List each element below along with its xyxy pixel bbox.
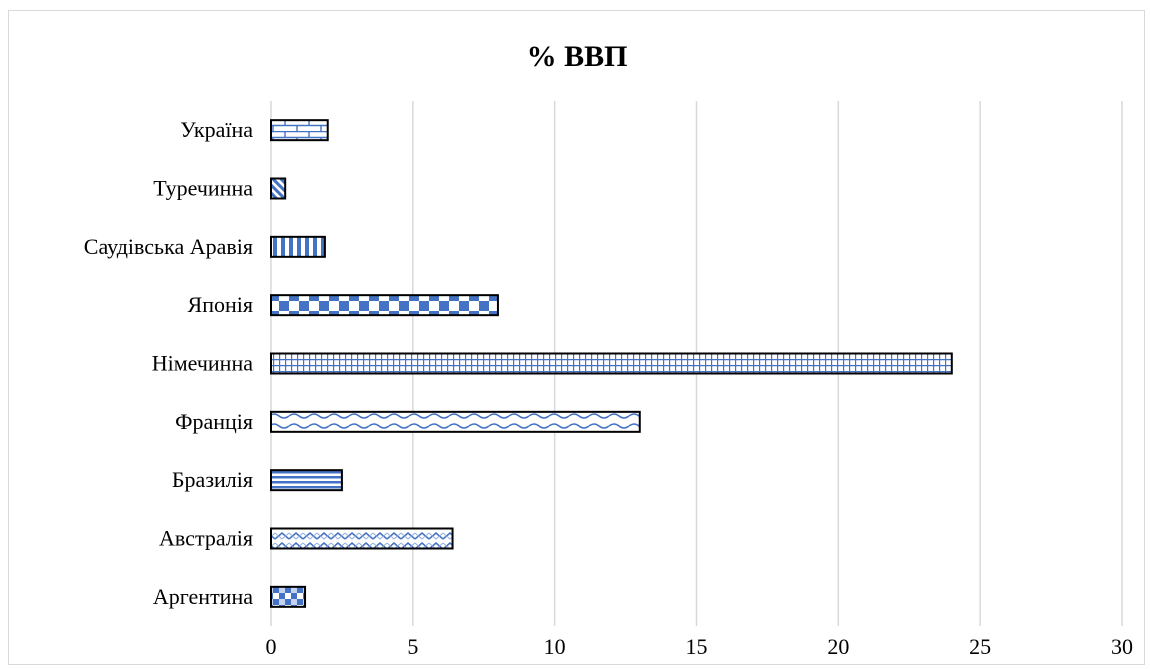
category-label: Туречинна (153, 176, 253, 201)
x-tick-label: 30 (1111, 634, 1133, 659)
chart-frame: % ВВП Аргентина Австралія Бразилія Франція Н… (8, 10, 1145, 665)
bar-chart: % ВВП Аргентина Австралія Бразилія Франція Н… (84, 40, 1134, 659)
bars (270, 119, 953, 608)
category-label: Франція (175, 409, 253, 434)
bar-7 (270, 177, 287, 200)
bar-1 (270, 527, 454, 550)
bar-6 (270, 235, 326, 258)
category-label: Японія (188, 292, 253, 317)
bar-5 (270, 294, 499, 317)
chart-title: % ВВП (527, 40, 628, 73)
category-label: Австралія (159, 526, 253, 551)
x-tick-label: 25 (969, 634, 991, 659)
bar-0 (270, 585, 307, 608)
bar-2 (270, 469, 343, 492)
category-label: Саудівська Аравія (84, 234, 253, 259)
x-tick-label: 15 (686, 634, 708, 659)
x-tick-label: 10 (544, 634, 566, 659)
bar-3 (270, 410, 641, 433)
category-label: Німечинна (152, 351, 254, 376)
category-labels: Аргентина Австралія Бразилія Франція Німечин… (84, 117, 253, 609)
bar-4 (270, 352, 953, 375)
category-label: Бразилія (172, 467, 253, 492)
x-tick-label: 5 (407, 634, 418, 659)
category-label: Аргентина (153, 584, 253, 609)
category-label: Україна (180, 117, 253, 142)
x-axis-tick-labels: 0 5 10 15 20 25 30 (266, 634, 1134, 659)
bar-8 (270, 119, 329, 142)
x-tick-label: 20 (827, 634, 849, 659)
x-tick-label: 0 (266, 634, 277, 659)
